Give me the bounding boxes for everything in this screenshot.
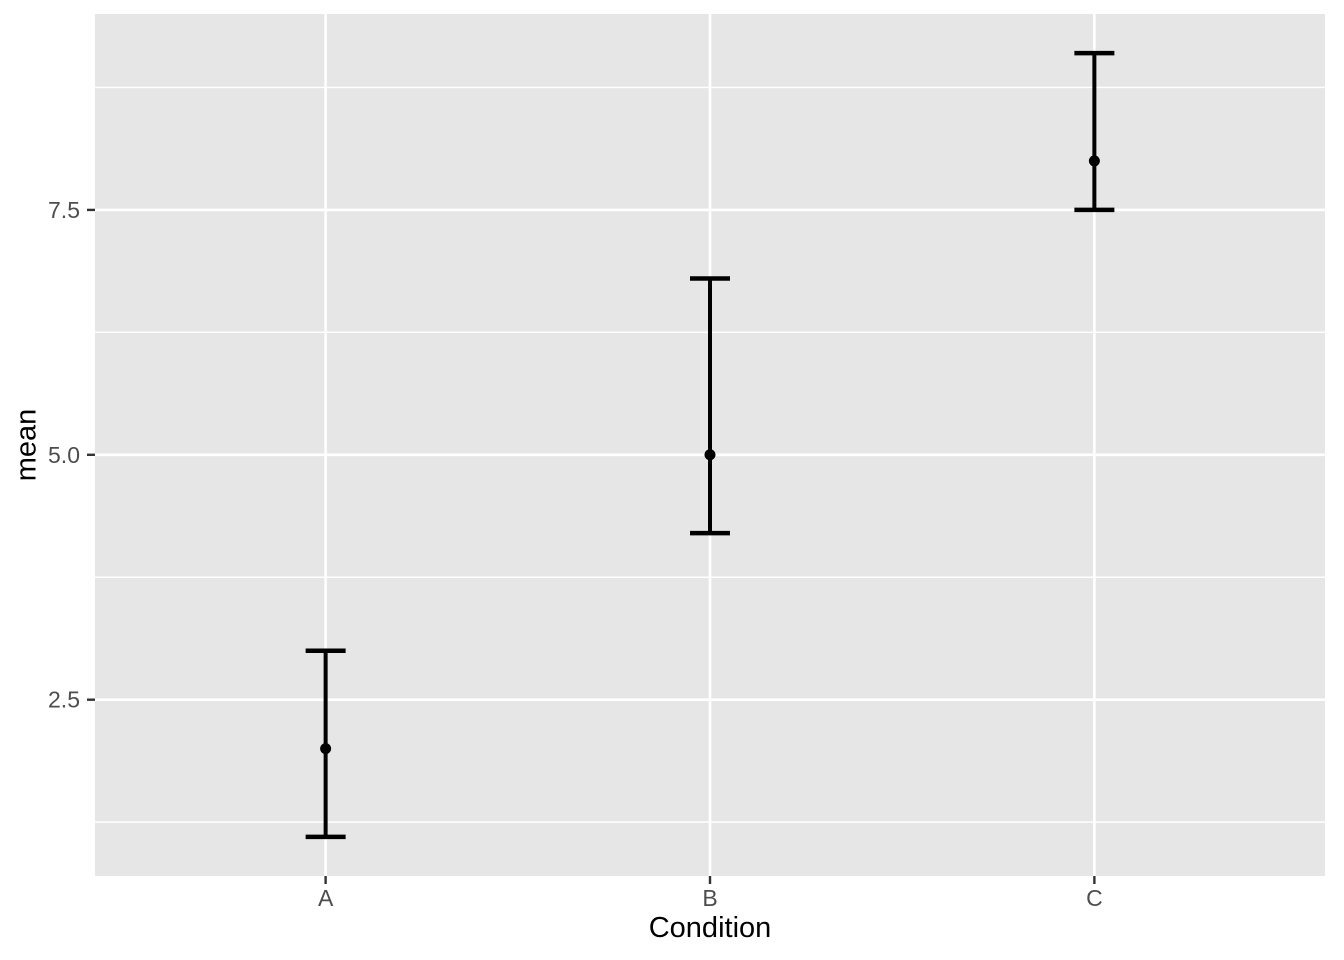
y-tick-label: 2.5 — [48, 687, 80, 713]
x-tick-label: C — [1086, 885, 1103, 911]
x-tick-label: A — [318, 885, 334, 911]
y-tick-label: 5.0 — [48, 442, 80, 468]
data-point — [1088, 155, 1100, 167]
data-point — [320, 743, 332, 755]
x-tick-label: B — [702, 885, 717, 911]
data-point — [704, 449, 716, 461]
y-tick-label: 7.5 — [48, 197, 80, 223]
y-axis-title: mean — [10, 408, 43, 482]
x-axis-title: Condition — [648, 912, 772, 944]
